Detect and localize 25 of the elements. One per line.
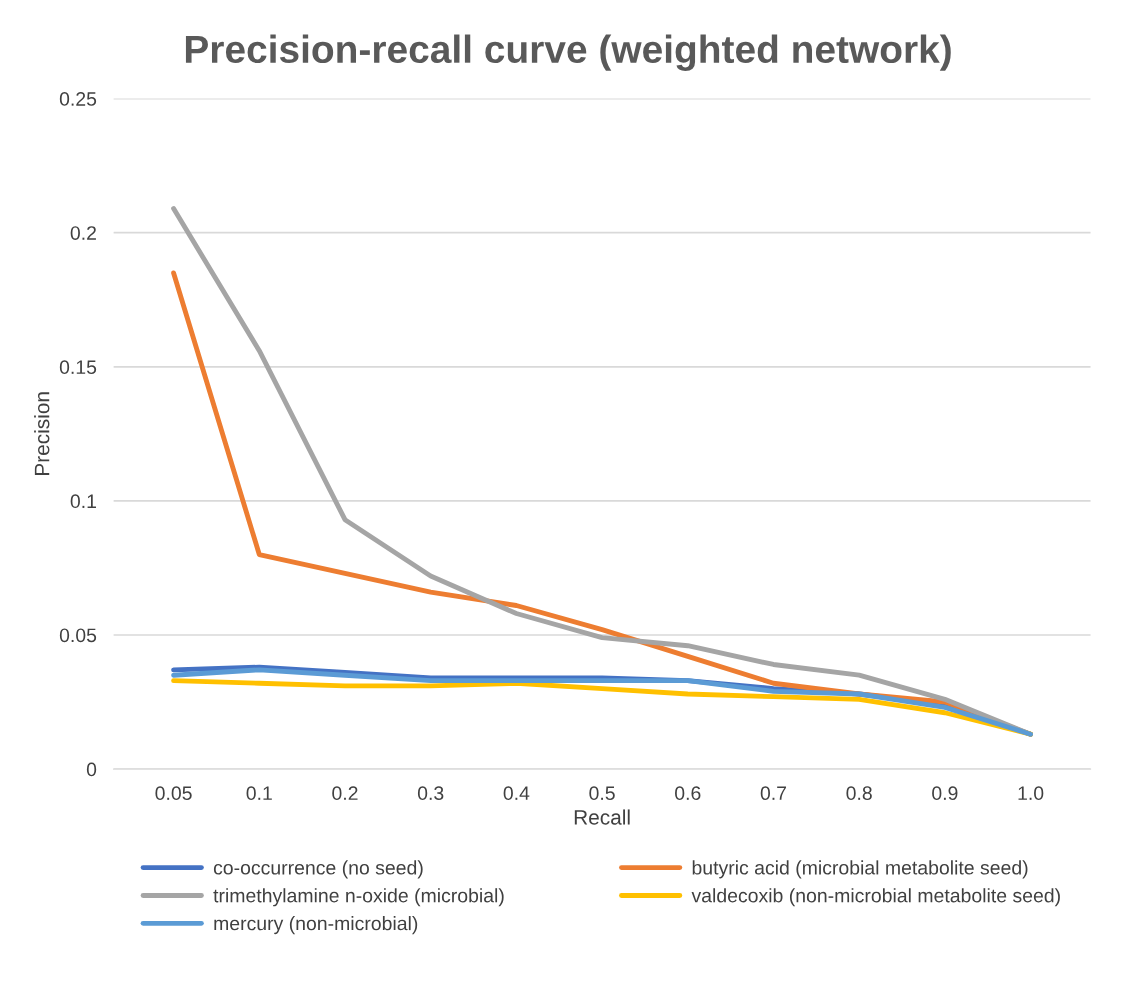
x-tick-label: 0.4 [503,786,530,801]
y-tick-label: 0.25 [59,92,97,106]
x-tick-label: 0.5 [589,786,615,801]
x-tick-label: 0.3 [417,786,444,801]
x-tick-label: 1.0 [1018,786,1044,801]
x-tick-label: 0.6 [675,786,701,801]
y-axis-title: Precision [34,392,50,475]
y-tick-label: 0.15 [59,360,97,375]
y-tick-label: 0.05 [59,628,97,643]
chart-title: Precision-recall curve (weighted network) [185,34,951,71]
x-tick-label: 0.2 [332,786,358,801]
y-tick-label: 0 [86,762,97,777]
y-tick-label: 0.2 [70,226,96,240]
x-axis-title: Recall [574,809,630,825]
x-tick-label: 0.05 [155,786,192,801]
x-tick-label: 0.9 [932,786,958,801]
legend-label: butyric acid (microbial metabolite seed) [692,860,1028,879]
legend-label: trimethylamine n-oxide (microbial) [213,888,504,907]
legend-label: co-occurrence (no seed) [213,860,423,879]
legend-label: mercury (non-microbial) [214,916,418,935]
x-tick-label: 0.1 [246,786,272,801]
x-tick-label: 0.8 [846,786,872,801]
legend-label: valdecoxib (non-microbial metabolite seed) [691,888,1060,907]
x-tick-label: 0.7 [760,786,787,801]
y-tick-label: 0.1 [70,494,96,509]
